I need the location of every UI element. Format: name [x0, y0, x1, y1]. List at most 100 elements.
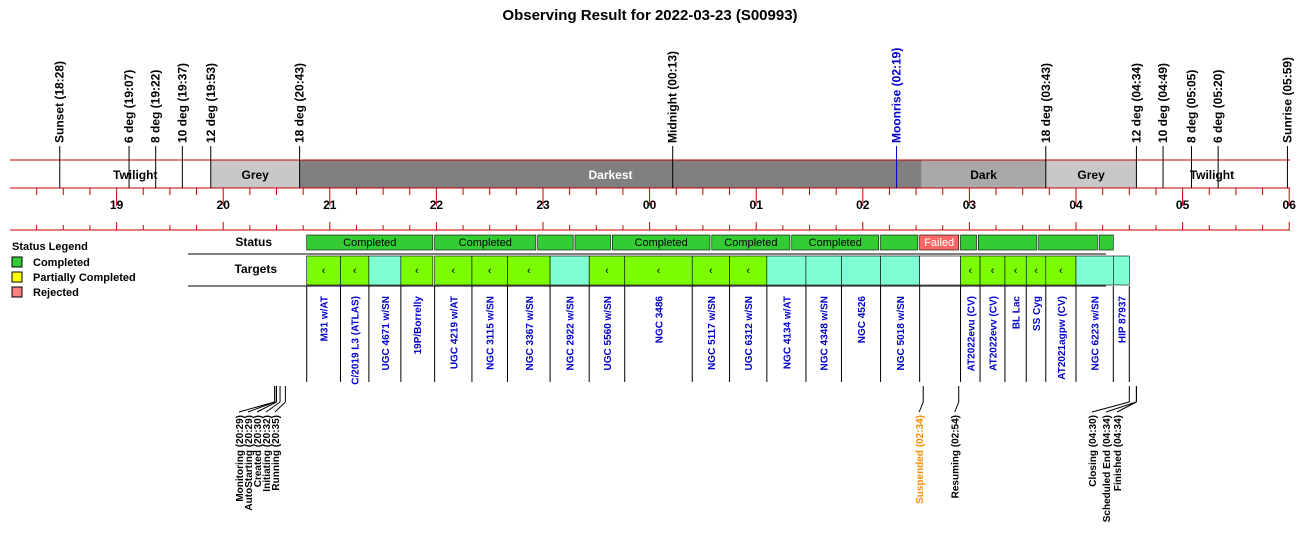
- target-label: NGC 5117 w/SN: [707, 296, 718, 370]
- log-event-label: Initiating (20:32): [262, 415, 273, 492]
- sky-event-label: 6 deg (19:07): [122, 70, 136, 143]
- status-block: [791, 234, 880, 251]
- sky-band-label: Twilight: [113, 168, 157, 182]
- target-block: [880, 255, 920, 286]
- target-mark: ‹: [746, 265, 750, 277]
- status-block: [306, 234, 434, 251]
- target-mark: ‹: [605, 265, 609, 277]
- status-block: [537, 234, 574, 251]
- target-label: UGC 5560 w/SN: [603, 296, 614, 370]
- status-block-label: Completed: [809, 237, 862, 249]
- status-block: [434, 234, 537, 251]
- sky-event-label: 10 deg (04:49): [1156, 63, 1170, 143]
- target-label: NGC 3486: [654, 296, 665, 344]
- target-label: NGC 6223 w/SN: [1091, 296, 1102, 370]
- hour-tick-label: 22: [430, 198, 444, 212]
- target-mark: ‹: [488, 265, 492, 277]
- target-block: [1113, 255, 1130, 286]
- sky-event-label: Sunset (18:28): [53, 61, 67, 143]
- target-block: [979, 255, 1006, 286]
- chart-title: Observing Result for 2022-03-23 (S00993): [502, 7, 797, 24]
- status-block-label: Completed: [635, 237, 688, 249]
- sky-event-label: Sunrise (05:59): [1280, 57, 1294, 143]
- log-event-label: Closing (04:30): [1088, 415, 1099, 487]
- hour-tick-label: 01: [750, 198, 764, 212]
- target-block: [588, 255, 626, 286]
- target-label: SS Cyg: [1032, 296, 1043, 331]
- sky-band-label: Twilight: [1190, 168, 1234, 182]
- target-label: 19P/Borrelly: [413, 296, 424, 355]
- legend-swatch: [11, 256, 23, 268]
- sky-band-label: Darkest: [588, 168, 632, 182]
- status-block: [977, 234, 1038, 251]
- sky-band: [1045, 160, 1137, 188]
- target-label: NGC 4348 w/SN: [820, 296, 831, 370]
- status-block-label: Completed: [459, 237, 512, 249]
- sky-band: [921, 160, 1046, 188]
- target-mark: ‹: [1034, 265, 1038, 277]
- hour-tick-label: 05: [1176, 198, 1190, 212]
- hour-tick-label: 21: [323, 198, 337, 212]
- target-block: [549, 255, 590, 286]
- log-events: Monitoring (20:29)AutoStarting (20:29)Cr…: [235, 386, 1137, 522]
- target-mark: ‹: [968, 265, 972, 277]
- sky-bands: Twilight Grey Darkest Dark Grey Twilight: [59, 160, 1288, 188]
- target-mark: ‹: [1014, 265, 1018, 277]
- target-label: AT2021agpw (CV): [1057, 296, 1068, 380]
- hour-tick-label: 06: [1283, 198, 1297, 212]
- target-block: [306, 255, 341, 286]
- legend-swatch: [11, 271, 23, 283]
- log-event-label: Running (20:35): [271, 415, 282, 491]
- legend-label: Completed: [33, 257, 90, 269]
- target-block: [766, 255, 807, 286]
- target-block: [400, 255, 434, 286]
- legend-label: Partially Completed: [33, 272, 136, 284]
- row-label-status: Status: [235, 235, 272, 249]
- sky-band-label: Grey: [1077, 168, 1105, 182]
- hour-tick-label: 00: [643, 198, 657, 212]
- log-event-label: Scheduled End (04:34): [1102, 415, 1113, 522]
- status-row: Completed Completed Completed Completed Comp…: [306, 234, 1114, 251]
- target-label: NGC 3115 w/SN: [486, 296, 497, 370]
- target-block: [368, 255, 402, 286]
- target-label: UGC 6312 w/SN: [744, 296, 755, 370]
- target-block: [1045, 255, 1077, 286]
- status-block: [574, 234, 611, 251]
- target-block: [841, 255, 881, 286]
- target-label: NGC 4526: [857, 296, 868, 344]
- sky-event-label: 12 deg (04:34): [1129, 63, 1143, 143]
- sky-band: [210, 160, 300, 188]
- log-event-label: Finished (04:34): [1113, 415, 1124, 491]
- sky-event-label: 8 deg (19:22): [149, 70, 163, 143]
- sky-event-label: 12 deg (19:53): [204, 63, 218, 143]
- sky-event-label: 8 deg (05:05): [1184, 70, 1198, 143]
- status-block: [880, 234, 919, 251]
- target-label: UGC 4219 w/AT: [449, 296, 460, 369]
- target-block: [434, 255, 473, 286]
- status-block: [1038, 234, 1098, 251]
- target-label: BL Lac: [1012, 296, 1023, 330]
- log-event-leader: [954, 401, 960, 413]
- target-mark: ‹: [709, 265, 713, 277]
- target-mark: ‹: [353, 265, 357, 277]
- target-label: HIP 87937: [1117, 296, 1128, 344]
- target-block: [919, 255, 961, 286]
- status-block: [960, 234, 977, 251]
- log-event-leader: [265, 401, 281, 413]
- row-headers: Status Targets: [188, 235, 1106, 287]
- target-label: NGC 3367 w/SN: [525, 296, 536, 370]
- log-event-leader: [238, 401, 275, 413]
- sky-event-label: Moonrise (02:19): [890, 48, 904, 143]
- log-event-label: Monitoring (20:29): [235, 415, 246, 502]
- hour-tick-label: 02: [856, 198, 870, 212]
- target-block: [1075, 255, 1114, 286]
- log-event-leader: [1116, 401, 1137, 413]
- target-block: [507, 255, 551, 286]
- sky-event-label: 6 deg (05:20): [1211, 70, 1225, 143]
- sky-event-label: 18 deg (03:43): [1039, 63, 1053, 143]
- target-label: NGC 2922 w/SN: [566, 296, 577, 370]
- sky-band: [1136, 160, 1288, 188]
- status-legend: Status Legend Completed Partially Complete…: [11, 241, 136, 299]
- sky-band-label: Dark: [970, 168, 997, 182]
